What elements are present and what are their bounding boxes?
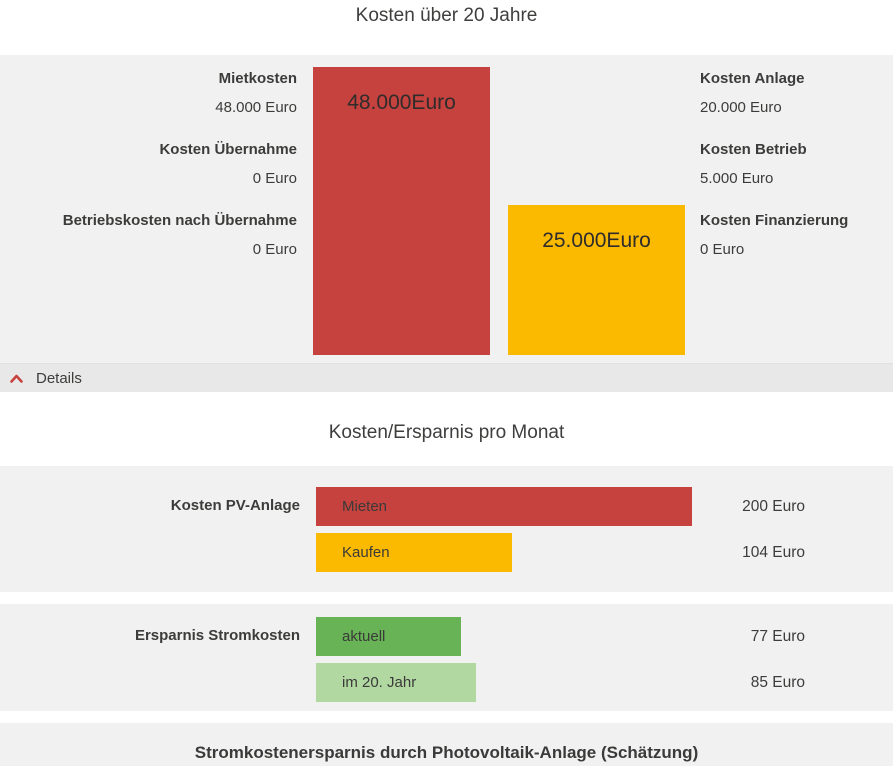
annotation-label: Kosten Finanzierung (700, 212, 849, 229)
monthly-chart-title: Kosten/Ersparnis pro Monat (328, 422, 565, 443)
annotation-kosten-finanzierung: Kosten Finanzierung 0 Euro (700, 206, 848, 264)
bar-value-label: 25.000Euro (542, 229, 651, 252)
hbar-kaufen: Kaufen (316, 533, 512, 572)
hbar-im-20-jahr: im 20. Jahr (316, 663, 476, 702)
annotation-label: Mietkosten (218, 70, 297, 87)
left-annotations: Mietkosten 48.000 Euro Kosten Übernahme … (0, 55, 313, 363)
bar-row-kaufen: Kaufen 104 Euro (316, 533, 893, 572)
group-kosten-pv-anlage: Kosten PV-Anlage Mieten 200 Euro Kaufen … (0, 466, 893, 592)
annotation-kosten-anlage: Kosten Anlage 20.000 Euro (700, 64, 848, 122)
annotation-label: Kosten Anlage (700, 70, 805, 87)
bar-name-label: im 20. Jahr (342, 674, 417, 691)
bar-name-label: Kaufen (342, 544, 390, 561)
bar-value-label: 48.000Euro (347, 91, 456, 114)
details-toggle[interactable]: Details (0, 363, 893, 392)
annotation-label: Kosten Übernahme (159, 141, 297, 158)
bar-value: 77 Euro (750, 627, 805, 645)
annotation-value: 48.000 Euro (215, 99, 297, 116)
annotation-label: Kosten Betrieb (700, 141, 807, 158)
bar-row-aktuell: aktuell 77 Euro (316, 617, 893, 656)
annotation-kosten-betrieb: Kosten Betrieb 5.000 Euro (700, 135, 848, 193)
bar-value: 200 Euro (742, 497, 805, 515)
bar-value: 104 Euro (742, 543, 805, 561)
right-annotations: Kosten Anlage 20.000 Euro Kosten Betrieb… (685, 55, 848, 363)
annotation-value: 0 Euro (700, 241, 745, 258)
details-label: Details (36, 369, 82, 387)
annotation-betriebskosten: Betriebskosten nach Übernahme 0 Euro (0, 206, 297, 264)
annotation-label: Betriebskosten nach Übernahme (62, 212, 297, 229)
group-label: Ersparnis Stromkosten (134, 627, 300, 644)
bar-value: 85 Euro (750, 673, 805, 691)
annotation-value: 20.000 Euro (700, 99, 782, 116)
annotation-value: 0 Euro (252, 170, 297, 187)
horizontal-bars: Mieten 200 Euro Kaufen 104 Euro (316, 487, 893, 572)
annotation-mietkosten: Mietkosten 48.000 Euro (0, 64, 297, 122)
vertical-bars: 48.000Euro 25.000Euro (313, 55, 685, 363)
bar-kaufen: 25.000Euro (508, 205, 685, 355)
chart-costs-20-years: Mietkosten 48.000 Euro Kosten Übernahme … (0, 55, 893, 363)
page-title: Kosten über 20 Jahre (355, 5, 538, 26)
annotation-value: 5.000 Euro (700, 170, 774, 187)
hbar-mieten: Mieten (316, 487, 692, 526)
bar-name-label: aktuell (342, 628, 386, 645)
bar-mieten: 48.000Euro (313, 67, 490, 355)
annotation-kosten-uebernahme: Kosten Übernahme 0 Euro (0, 135, 297, 193)
hbar-aktuell: aktuell (316, 617, 461, 656)
footer-title: Stromkostenersparnis durch Photovoltaik-… (0, 723, 893, 766)
bar-name-label: Mieten (342, 498, 388, 515)
group-ersparnis-stromkosten: Ersparnis Stromkosten aktuell 77 Euro im… (0, 604, 893, 711)
horizontal-bars: aktuell 77 Euro im 20. Jahr 85 Euro (316, 617, 893, 702)
bar-row-im-20-jahr: im 20. Jahr 85 Euro (316, 663, 893, 702)
chevron-up-icon (10, 374, 23, 383)
annotation-value: 0 Euro (252, 241, 297, 258)
bar-row-mieten: Mieten 200 Euro (316, 487, 893, 526)
group-label: Kosten PV-Anlage (170, 497, 300, 514)
